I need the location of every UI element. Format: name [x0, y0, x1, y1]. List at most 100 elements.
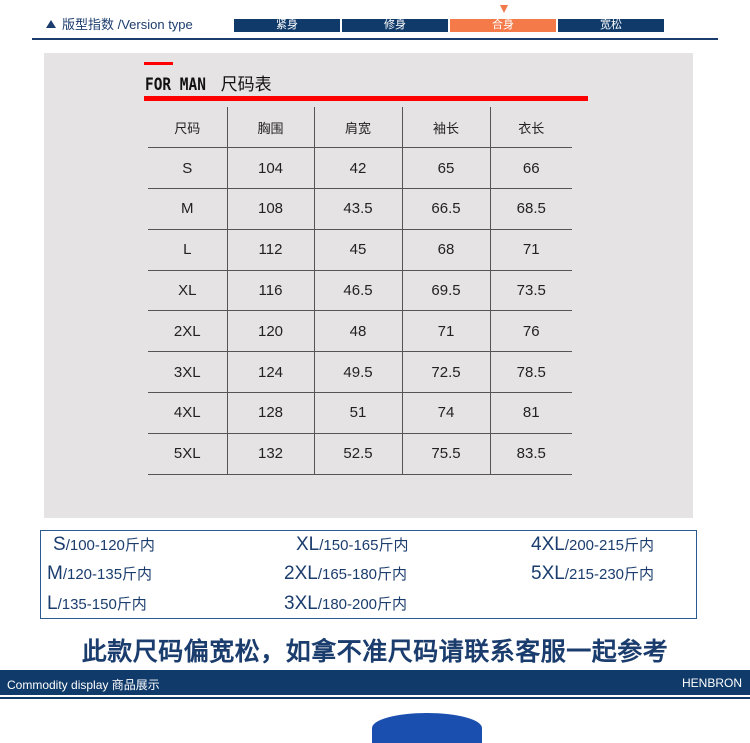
table-cell: XL [148, 270, 228, 312]
table-cell: 65 [402, 147, 491, 190]
weight-range: /200-215斤内 [564, 537, 655, 554]
table-cell: 68.5 [490, 188, 572, 230]
table-cell: 128 [227, 392, 315, 434]
table-cell: 112 [227, 229, 315, 271]
table-cell: 73.5 [490, 270, 572, 312]
weight-range: /135-150斤内 [57, 596, 147, 613]
table-cell: 46.5 [314, 270, 403, 312]
table-cell: 72.5 [402, 351, 491, 394]
table-row: 3XL 124 49.5 72.5 78.5 [148, 351, 572, 394]
table-cell: 51 [314, 392, 403, 434]
column-header: 肩宽 [314, 107, 403, 149]
column-header: 胸围 [227, 107, 315, 149]
divider [32, 38, 718, 40]
accent-bar [144, 62, 173, 65]
product-image [372, 713, 482, 743]
table-row: 5XL 132 52.5 75.5 83.5 [148, 433, 572, 475]
size-table: 尺码 胸围 肩宽 袖长 衣长 S 104 42 65 66 M 108 43.5 66.5 68.5 L 112… [148, 107, 572, 475]
table-cell: 3XL [148, 351, 228, 394]
table-cell: 83.5 [490, 433, 572, 475]
table-row: 4XL 128 51 74 81 [148, 392, 572, 434]
version-type-label: 版型指数 /Version type [46, 14, 193, 33]
table-cell: 49.5 [314, 351, 403, 394]
weight-size: 4XL [531, 534, 565, 555]
table-cell: 68 [402, 229, 491, 271]
weight-item: L/135-150斤内 [47, 593, 147, 615]
table-cell: 45 [314, 229, 403, 271]
fit-option-loose: 宽松 [558, 19, 664, 32]
weight-size: 2XL [284, 563, 318, 584]
fit-option-regular: 合身 [450, 19, 556, 32]
weight-item: XL/150-165斤内 [296, 534, 408, 556]
weight-item: 5XL/215-230斤内 [531, 563, 654, 585]
table-cell: 132 [227, 433, 315, 475]
divider [0, 697, 750, 699]
weight-size: 5XL [531, 563, 565, 584]
table-cell: S [148, 147, 228, 190]
table-cell: 2XL [148, 310, 228, 353]
weight-range: /120-135斤内 [62, 566, 153, 583]
table-cell: 52.5 [314, 433, 403, 475]
table-cell: 66 [490, 147, 572, 190]
table-cell: 124 [227, 351, 315, 394]
table-cell: 75.5 [402, 433, 491, 475]
table-cell: 4XL [148, 392, 228, 434]
weight-size: 3XL [284, 593, 318, 614]
weight-item: S/100-120斤内 [53, 534, 155, 556]
weight-range: /150-165斤内 [319, 537, 409, 554]
table-cell: 76 [490, 310, 572, 353]
table-cell: 78.5 [490, 351, 572, 394]
weight-item: 3XL/180-200斤内 [284, 593, 407, 615]
table-cell: 116 [227, 270, 315, 312]
title-underline [144, 96, 588, 101]
weight-range: /180-200斤内 [317, 596, 408, 613]
table-cell: 71 [490, 229, 572, 271]
weight-item: 2XL/165-180斤内 [284, 563, 407, 585]
table-cell: 43.5 [314, 188, 403, 230]
weight-size: M [47, 563, 63, 584]
weight-guide [40, 530, 697, 619]
fit-note: 此款尺码偏宽松，如拿不准尺码请联系客服一起参考 [81, 638, 669, 666]
brand-name: HENBRON [681, 676, 742, 690]
table-row: XL 116 46.5 69.5 73.5 [148, 270, 572, 312]
column-header: 衣长 [490, 107, 572, 149]
weight-range: /165-180斤内 [317, 566, 408, 583]
table-cell: M [148, 188, 228, 230]
table-row: S 104 42 65 66 [148, 147, 572, 190]
selected-marker-icon [500, 5, 508, 13]
table-row: L 112 45 68 71 [148, 229, 572, 271]
table-cell: 5XL [148, 433, 228, 475]
table-cell: 42 [314, 147, 403, 190]
title-en: FOR MAN [145, 75, 206, 95]
weight-item: 4XL/200-215斤内 [531, 534, 654, 556]
title-cn: 尺码表 [220, 75, 272, 94]
weight-size: XL [296, 534, 320, 555]
column-header: 袖长 [402, 107, 491, 149]
table-cell: 74 [402, 392, 491, 434]
table-cell: 66.5 [402, 188, 491, 230]
table-cell: 104 [227, 147, 315, 190]
weight-range: /215-230斤内 [564, 566, 655, 583]
section-title: Commodity display 商品展示 [7, 678, 160, 692]
table-cell: 120 [227, 310, 315, 353]
version-type-text: 版型指数 /Version type [62, 17, 193, 32]
fit-option-slim: 修身 [342, 19, 448, 32]
column-header: 尺码 [148, 107, 228, 149]
table-row: M 108 43.5 66.5 68.5 [148, 188, 572, 230]
table-cell: 69.5 [402, 270, 491, 312]
table-header-row: 尺码 胸围 肩宽 袖长 衣长 [148, 107, 572, 149]
weight-size: L [47, 593, 58, 614]
fit-option-tight: 紧身 [234, 19, 340, 32]
weight-range: /100-120斤内 [65, 537, 155, 554]
size-chart-title: FOR MAN 尺码表 [145, 70, 272, 95]
triangle-icon [46, 19, 56, 28]
table-cell: 71 [402, 310, 491, 353]
table-cell: 108 [227, 188, 315, 230]
weight-item: M/120-135斤内 [47, 563, 152, 585]
table-row: 2XL 120 48 71 76 [148, 310, 572, 353]
table-cell: 81 [490, 392, 572, 434]
section-header-bar: Commodity display 商品展示 HENBRON [0, 670, 750, 695]
table-cell: L [148, 229, 228, 271]
table-cell: 48 [314, 310, 403, 353]
weight-size: S [53, 534, 66, 555]
